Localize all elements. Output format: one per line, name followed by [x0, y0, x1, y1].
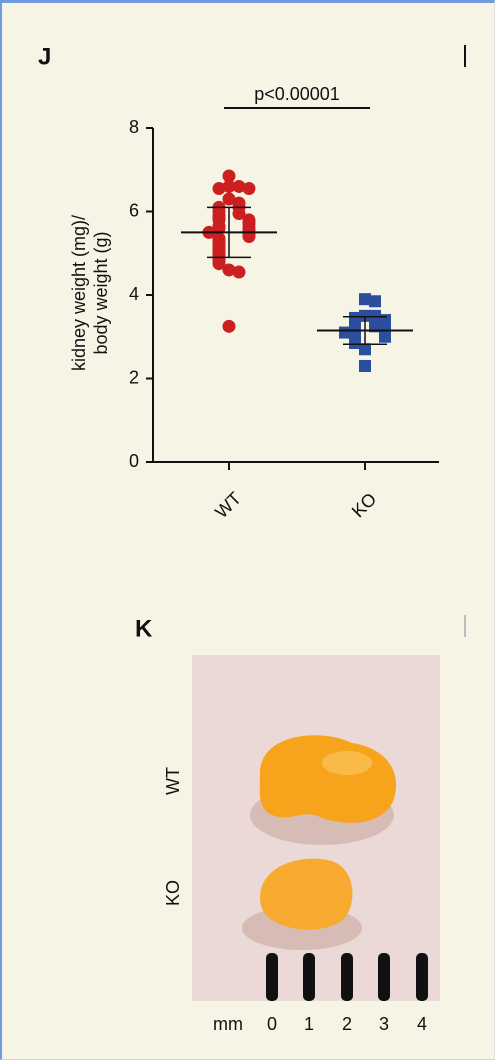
figure-page: J kidney weight (mg)/ body weight (g) p<…	[0, 0, 495, 1060]
point	[243, 182, 256, 195]
y-tick-label: 2	[129, 367, 139, 387]
x-tick-label: WT	[211, 488, 245, 522]
scale-tick: 1	[304, 1014, 314, 1034]
point	[379, 331, 391, 343]
y-tick-label: 6	[129, 200, 139, 220]
point	[359, 343, 371, 355]
y-tick-label: 4	[129, 284, 139, 304]
row-label: WT	[163, 767, 183, 795]
y-tick-label: 0	[129, 451, 139, 471]
annotation: p<0.00001	[254, 84, 340, 104]
x-tick-label: KO	[348, 489, 381, 522]
scale-tick: 2	[342, 1014, 352, 1034]
y-axis-label: body weight (g)	[91, 231, 111, 354]
row-label: KO	[163, 880, 183, 906]
ruler-bar	[341, 953, 353, 1001]
y-tick-label: 8	[129, 117, 139, 137]
ruler-bar	[266, 953, 278, 1001]
scale-tick: 4	[417, 1014, 427, 1034]
y-axis-label: kidney weight (mg)/	[69, 215, 89, 371]
point	[369, 295, 381, 307]
point	[233, 266, 246, 279]
point	[359, 360, 371, 372]
point	[223, 320, 236, 333]
ruler-bar	[303, 953, 315, 1001]
scale-unit: mm	[213, 1014, 243, 1034]
ruler-bar	[416, 953, 428, 1001]
panel-label: K	[135, 615, 153, 642]
scale-tick: 3	[379, 1014, 389, 1034]
highlight	[322, 751, 372, 775]
ruler-bar	[378, 953, 390, 1001]
point	[213, 182, 226, 195]
figure: J kidney weight (mg)/ body weight (g) p<…	[2, 3, 494, 1059]
point	[349, 312, 361, 324]
scale-tick: 0	[267, 1014, 277, 1034]
panel-label: J	[38, 43, 51, 70]
